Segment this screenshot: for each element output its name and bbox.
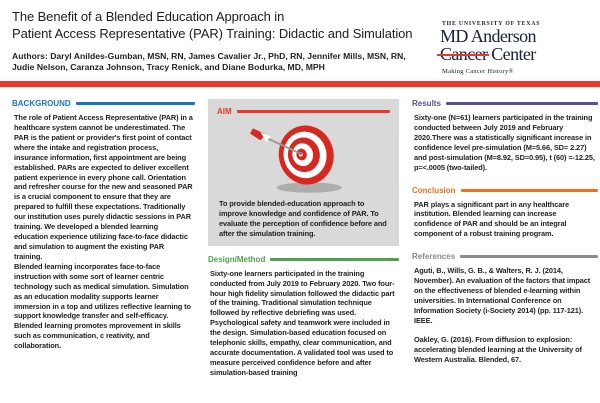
background-header-rule [75, 102, 195, 105]
logo-university-text: THE UNIVERSITY OF TEXAS [442, 21, 541, 27]
column-aim-method: AIM [208, 99, 399, 385]
authors-line1: Authors: Daryl Anildes-Gumban, MSN, RN, … [12, 50, 406, 61]
conclusion-section-header: Conclusion [412, 186, 598, 195]
aim-header-rule [236, 110, 390, 113]
authors-block: Authors: Daryl Anildes-Gumban, MSN, RN, … [12, 51, 412, 74]
references-section-label: References [412, 252, 456, 262]
design-method-header-rule [270, 257, 399, 261]
reference-item-2: Oakley, G. (2016). From diffusion to exp… [414, 334, 582, 364]
background-section-label: BACKGROUND [12, 99, 71, 108]
references-header-rule [460, 255, 598, 259]
title-block: The Benefit of a Blended Education Appro… [12, 9, 412, 80]
logo-cancer-center-text: Cancer Center [436, 44, 576, 65]
background-paragraph-2: Blended learning incorporates face-to-fa… [14, 261, 191, 351]
authors-line2: Judie Nelson, Caranza Johnson, Tracy Ren… [12, 62, 325, 73]
column-background: BACKGROUND The role of Patient Access Re… [12, 99, 195, 358]
poster-columns: BACKGROUND The role of Patient Access Re… [0, 87, 600, 385]
results-text: Sixty-one (N=61) learners participated i… [414, 113, 595, 172]
design-method-text: Sixty-one learners participated in the t… [210, 268, 395, 377]
aim-section-header: AIM [217, 107, 390, 116]
poster-title-line2: Patient Access Representative (PAR) Trai… [12, 25, 413, 41]
header-divider-band [0, 81, 600, 87]
logo-tagline: Making Cancer History® [442, 67, 514, 75]
poster-header: The Benefit of a Blended Education Appro… [0, 0, 600, 80]
reference-item-1: Aguti, B., Wills, G. B., & Walters, R. J… [414, 266, 591, 325]
column-results-conclusion: Results Sixty-one (N=61) learners partic… [412, 99, 598, 372]
aim-section-label: AIM [217, 107, 232, 116]
results-section-label: Results [412, 99, 441, 108]
references-section-header: References [412, 252, 598, 261]
bullseye-target-arrow-icon [249, 125, 342, 193]
design-method-section-label: Design/Method [208, 254, 266, 264]
logo-name-text: MD Anderson [440, 26, 537, 46]
logo-cancer-struck-text: Cancer [436, 44, 490, 65]
conclusion-section-label: Conclusion [412, 185, 456, 195]
results-section-header: Results [412, 99, 598, 108]
logo-center-text: Center [491, 44, 536, 65]
conclusion-text: PAR plays a significant part in any heal… [414, 199, 570, 239]
results-header-rule [445, 102, 598, 105]
design-method-section-header: Design/Method [208, 255, 399, 264]
poster-title-line1: The Benefit of a Blended Education Appro… [12, 9, 285, 24]
background-section-header: BACKGROUND [12, 99, 195, 108]
conclusion-header-rule [460, 188, 598, 192]
aim-text: To provide blended-education approach to… [219, 199, 387, 238]
background-paragraph-1: The role of Patient Access Representativ… [14, 113, 193, 261]
aim-box: AIM [208, 99, 399, 246]
md-anderson-logo: THE UNIVERSITY OF TEXAS MD Anderson Canc… [436, 9, 590, 80]
